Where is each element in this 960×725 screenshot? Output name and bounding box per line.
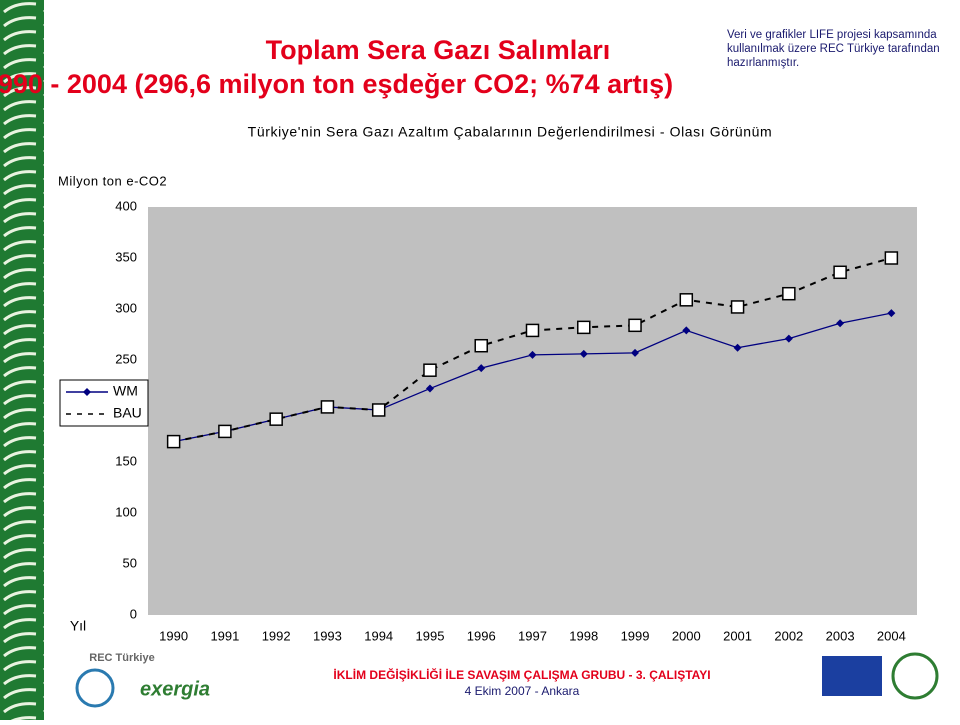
- plot-area: [148, 207, 917, 615]
- data-point: [269, 412, 283, 426]
- note: Veri ve grafikler LIFE projesi kapsamınd…: [727, 29, 937, 41]
- data-point: [474, 338, 488, 353]
- y-tick-label: 350: [115, 249, 137, 264]
- x-tick-label: 2002: [774, 628, 803, 643]
- y-tick-label: 150: [115, 453, 137, 468]
- x-tick-label: 1992: [262, 628, 291, 643]
- x-tick-label: 1997: [518, 628, 547, 643]
- note: kullanılmak üzere REC Türkiye tarafından: [727, 43, 940, 55]
- data-point: [733, 343, 742, 352]
- x-tick-label: 1993: [313, 628, 342, 643]
- data-point: [320, 400, 335, 414]
- legend-label: WM: [113, 383, 138, 399]
- data-point: [166, 434, 181, 449]
- data-point: [679, 293, 694, 307]
- x-tick-label: 1991: [210, 628, 239, 643]
- data-point: [371, 403, 386, 417]
- data-point: [682, 326, 691, 335]
- data-point: [477, 364, 486, 373]
- x-tick-label: 2000: [672, 628, 701, 643]
- data-point: [884, 251, 899, 265]
- emblem-logo: [891, 652, 939, 700]
- note: hazırlanmıştır.: [727, 57, 799, 69]
- data-point: [525, 323, 540, 338]
- eu-logo: [822, 656, 882, 696]
- y-tick-label: 250: [115, 351, 137, 366]
- data-point: [577, 320, 591, 335]
- data-point: [631, 348, 640, 357]
- data-point: [887, 309, 896, 318]
- x-tick-label: 1994: [364, 628, 393, 643]
- x-tick-label: 2001: [723, 628, 752, 643]
- chart-title: Türkiye'nin Sera Gazı Azaltım Çabalarını…: [248, 124, 773, 140]
- data-point: [423, 363, 437, 377]
- data-point: [218, 424, 232, 439]
- legend-box: [59, 379, 149, 427]
- data-point: [836, 319, 845, 328]
- data-point: [782, 286, 796, 301]
- x-tick-label: 1996: [467, 628, 496, 643]
- y-tick-label: 0: [130, 606, 137, 621]
- logo-text: REC Türkiye: [89, 652, 154, 664]
- slide-subtitle: 1990 - 2004 (296,6 milyon ton eşdeğer CO…: [0, 69, 673, 99]
- x-tick-label: 1998: [569, 628, 598, 643]
- logo: [75, 668, 115, 708]
- data-point: [730, 300, 745, 314]
- legend-marker: [83, 388, 91, 396]
- footer: 4 Ekim 2007 - Ankara: [465, 684, 580, 698]
- data-point: [784, 334, 793, 343]
- x-tick-label: 2003: [826, 628, 855, 643]
- legend-label: BAU: [113, 405, 142, 421]
- slide-title: Toplam Sera Gazı Salımları: [266, 35, 611, 65]
- y-axis-label: Milyon ton e-CO2: [58, 173, 167, 188]
- data-point: [528, 350, 537, 359]
- data-point: [833, 265, 847, 280]
- decor-stripe: [0, 0, 44, 720]
- x-axis-label: Yıl: [70, 618, 86, 634]
- data-point: [425, 384, 434, 393]
- x-tick-label: 1990: [159, 628, 188, 643]
- y-tick-label: 50: [123, 555, 137, 570]
- y-tick-label: 100: [115, 504, 137, 519]
- y-tick-label: 300: [115, 300, 137, 315]
- x-tick-label: 1999: [621, 628, 650, 643]
- footer: İKLİM DEĞİŞİKLİĞİ İLE SAVAŞIM ÇALIŞMA GR…: [333, 667, 710, 682]
- data-point: [579, 349, 588, 358]
- data-point: [628, 318, 642, 333]
- logo-text: exergia: [140, 678, 210, 700]
- x-tick-label: 1995: [416, 628, 445, 643]
- y-tick-label: 400: [115, 198, 137, 213]
- x-tick-label: 2004: [877, 628, 906, 643]
